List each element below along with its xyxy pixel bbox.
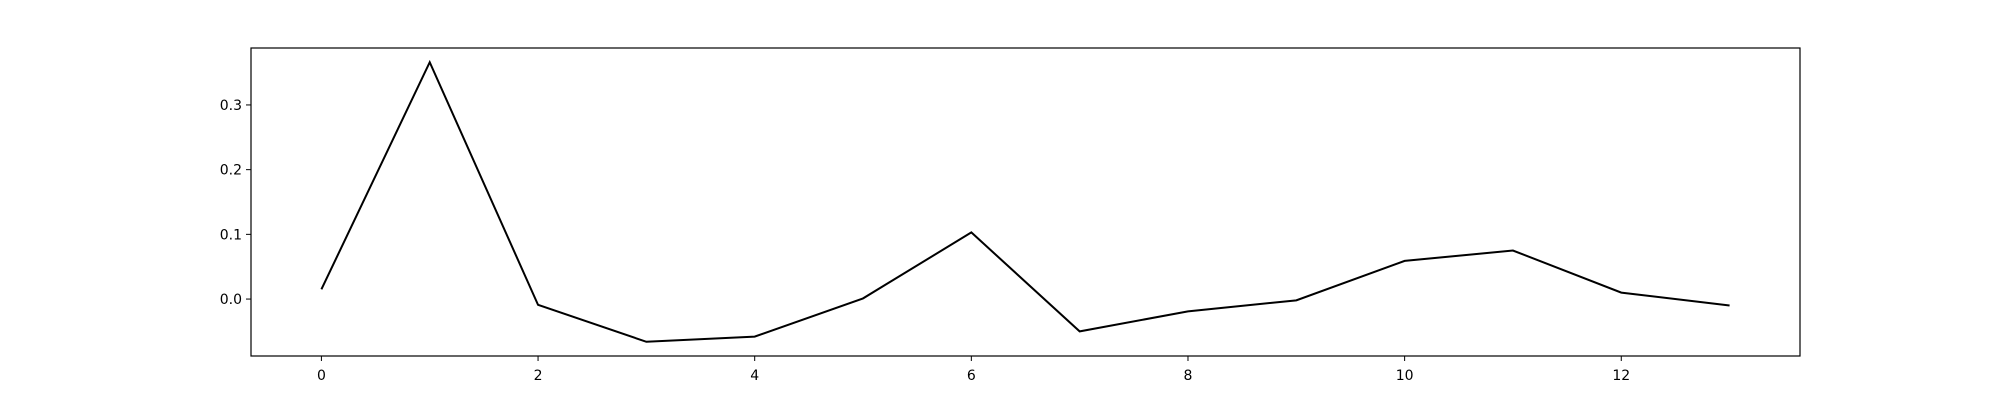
y-tick-label-3: 0.3	[220, 98, 242, 114]
y-tick-label-1: 0.1	[220, 227, 242, 243]
x-tick-label-2: 4	[750, 368, 759, 384]
x-tick-label-3: 6	[967, 368, 976, 384]
y-tick-label-0: 0.0	[220, 292, 242, 308]
plot-frame	[250, 47, 1801, 357]
x-tick-label-1: 2	[534, 368, 543, 384]
x-tick-label-4: 8	[1184, 368, 1193, 384]
plot-area	[320, 59, 1730, 343]
x-tick-label-6: 12	[1612, 368, 1630, 384]
x-tick-label-5: 10	[1396, 368, 1414, 384]
y-tick-label-2: 0.2	[220, 163, 242, 179]
x-axis: 0 2 4 6 8 10 12	[317, 356, 1630, 384]
y-axis: 0.0 0.1 0.2 0.3	[220, 98, 251, 308]
series-line-0	[320, 59, 1730, 343]
x-tick-label-0: 0	[317, 368, 326, 384]
